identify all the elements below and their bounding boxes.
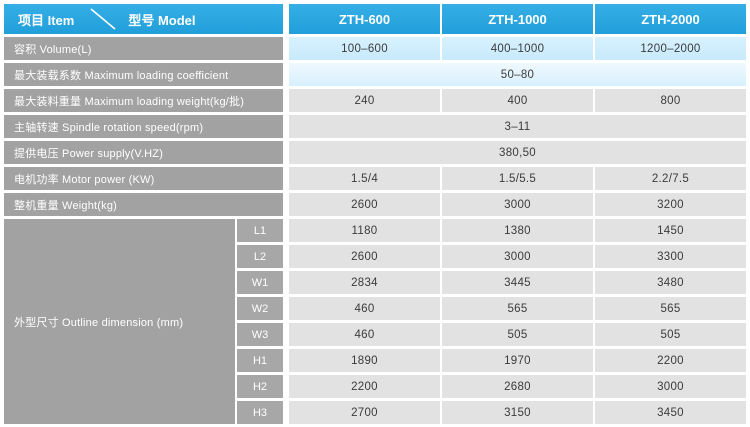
value-cell: 3450 — [595, 401, 746, 424]
value-cell: 2200 — [289, 375, 440, 398]
diagonal-divider — [90, 8, 116, 30]
value-cell: 460 — [289, 323, 440, 346]
value-cell: 2600 — [289, 245, 440, 268]
row-label-power-supply: 提供电压 Power supply(V.HZ) — [4, 141, 283, 164]
value-cell: 3200 — [595, 193, 746, 216]
outline-dimension-section: 外型尺寸 Outline dimension (mm) L1 L2 W1 W2 … — [4, 219, 746, 424]
outline-data-grid: 1180 1380 1450 2600 3000 3300 2834 3445 … — [289, 219, 746, 424]
value-cell: 2200 — [595, 349, 746, 372]
value-cell: 100–600 — [289, 37, 440, 60]
spec-row-spindle-speed: 主轴转速 Spindle rotation speed(rpm) 3–11 — [4, 115, 746, 138]
outline-row-l2: 2600 3000 3300 — [289, 245, 746, 268]
model-header-zth-2000: ZTH-2000 — [595, 4, 746, 34]
value-cell: 2700 — [289, 401, 440, 424]
value-cell: 505 — [595, 323, 746, 346]
value-cell: 3000 — [595, 375, 746, 398]
value-cell: 3000 — [442, 245, 593, 268]
model-header-zth-1000: ZTH-1000 — [442, 4, 593, 34]
spec-row-loading-weight: 最大装料重量 Maximum loading weight(kg/批) 240 … — [4, 89, 746, 112]
value-cell: 1180 — [289, 219, 440, 242]
value-cell: 400–1000 — [442, 37, 593, 60]
sub-label-h3: H3 — [237, 401, 283, 424]
sub-label-w2: W2 — [237, 297, 283, 320]
row-label-spindle-speed: 主轴转速 Spindle rotation speed(rpm) — [4, 115, 283, 138]
value-cell: 1200–2000 — [595, 37, 746, 60]
item-model-header-cell: 项目 Item 型号 Model — [4, 4, 283, 34]
value-cell: 3150 — [442, 401, 593, 424]
value-cell: 565 — [442, 297, 593, 320]
spec-row-power-supply: 提供电压 Power supply(V.HZ) 380,50 — [4, 141, 746, 164]
model-header-label: 型号 Model — [128, 12, 196, 28]
spec-row-loading-coefficient: 最大装载系数 Maximum loading coefficient 50–80 — [4, 63, 746, 86]
value-cell: 240 — [289, 89, 440, 112]
value-cell: 2600 — [289, 193, 440, 216]
row-label-loading-coefficient: 最大装载系数 Maximum loading coefficient — [4, 63, 283, 86]
table-header-row: 项目 Item 型号 Model ZTH-600 ZTH-1000 ZTH-20… — [4, 4, 746, 34]
spec-table: 项目 Item 型号 Model ZTH-600 ZTH-1000 ZTH-20… — [4, 4, 746, 427]
value-cell: 2834 — [289, 271, 440, 294]
value-cell: 1970 — [442, 349, 593, 372]
outline-row-w3: 460 505 505 — [289, 323, 746, 346]
value-cell: 460 — [289, 297, 440, 320]
row-label-volume: 容积 Volume(L) — [4, 37, 283, 60]
model-header-zth-600: ZTH-600 — [289, 4, 440, 34]
value-cell: 400 — [442, 89, 593, 112]
outline-dimension-label: 外型尺寸 Outline dimension (mm) — [4, 219, 235, 424]
row-label-loading-weight: 最大装料重量 Maximum loading weight(kg/批) — [4, 89, 283, 112]
sub-label-l2: L2 — [237, 245, 283, 268]
value-cell: 1.5/4 — [289, 167, 440, 190]
value-cell: 3000 — [442, 193, 593, 216]
row-label-motor-power: 电机功率 Motor power (KW) — [4, 167, 283, 190]
value-cell: 505 — [442, 323, 593, 346]
sub-label-l1: L1 — [237, 219, 283, 242]
item-header-label: 项目 Item — [18, 12, 75, 28]
value-cell-span: 3–11 — [289, 115, 746, 138]
outline-row-l1: 1180 1380 1450 — [289, 219, 746, 242]
outline-row-w2: 460 565 565 — [289, 297, 746, 320]
value-cell: 3445 — [442, 271, 593, 294]
outline-row-h1: 1890 1970 2200 — [289, 349, 746, 372]
value-cell: 1450 — [595, 219, 746, 242]
value-cell-span: 50–80 — [289, 63, 746, 86]
value-cell: 800 — [595, 89, 746, 112]
value-cell: 3300 — [595, 245, 746, 268]
outline-row-h3: 2700 3150 3450 — [289, 401, 746, 424]
value-cell: 2680 — [442, 375, 593, 398]
outline-sub-label-column: L1 L2 W1 W2 W3 H1 H2 H3 — [237, 219, 283, 424]
outline-row-h2: 2200 2680 3000 — [289, 375, 746, 398]
sub-label-w1: W1 — [237, 271, 283, 294]
value-cell: 1890 — [289, 349, 440, 372]
row-label-machine-weight: 整机重量 Weight(kg) — [4, 193, 283, 216]
value-cell: 1380 — [442, 219, 593, 242]
value-cell: 3480 — [595, 271, 746, 294]
spec-row-volume: 容积 Volume(L) 100–600 400–1000 1200–2000 — [4, 37, 746, 60]
sub-label-w3: W3 — [237, 323, 283, 346]
value-cell: 2.2/7.5 — [595, 167, 746, 190]
sub-label-h2: H2 — [237, 375, 283, 398]
spec-row-motor-power: 电机功率 Motor power (KW) 1.5/4 1.5/5.5 2.2/… — [4, 167, 746, 190]
value-cell: 565 — [595, 297, 746, 320]
value-cell: 1.5/5.5 — [442, 167, 593, 190]
value-cell-span: 380,50 — [289, 141, 746, 164]
sub-label-h1: H1 — [237, 349, 283, 372]
spec-row-machine-weight: 整机重量 Weight(kg) 2600 3000 3200 — [4, 193, 746, 216]
outline-row-w1: 2834 3445 3480 — [289, 271, 746, 294]
